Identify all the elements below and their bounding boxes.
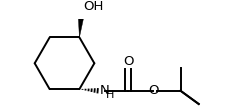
Polygon shape	[78, 16, 84, 37]
Text: OH: OH	[84, 0, 104, 13]
Text: O: O	[123, 55, 134, 68]
Text: O: O	[148, 84, 158, 97]
Text: H: H	[106, 90, 114, 100]
Text: N: N	[99, 84, 109, 97]
